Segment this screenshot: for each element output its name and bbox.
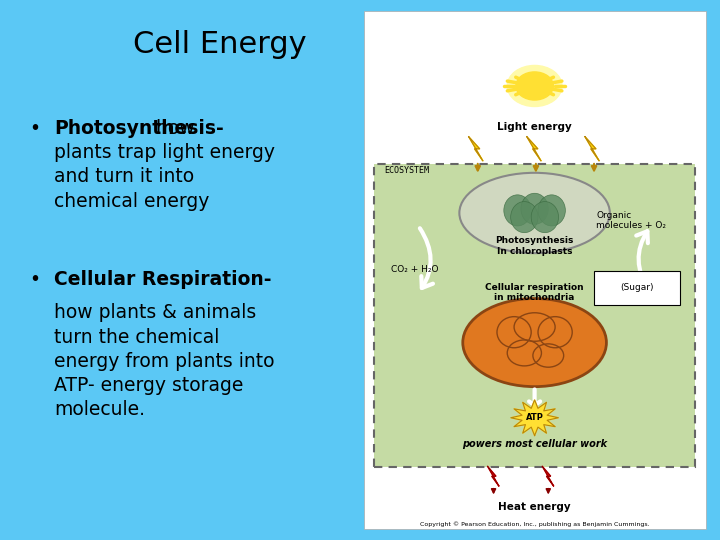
Text: ATP: ATP: [526, 413, 544, 422]
FancyBboxPatch shape: [364, 11, 706, 529]
Polygon shape: [527, 137, 541, 161]
Ellipse shape: [463, 299, 606, 387]
Text: Copyright © Pearson Education, Inc., publishing as Benjamin Cummings.: Copyright © Pearson Education, Inc., pub…: [420, 521, 649, 527]
Text: Photosynthesis
In chloroplasts: Photosynthesis In chloroplasts: [495, 237, 574, 256]
Text: CO₂ + H₂O: CO₂ + H₂O: [391, 266, 438, 274]
FancyBboxPatch shape: [374, 164, 696, 467]
FancyBboxPatch shape: [594, 272, 680, 305]
Polygon shape: [585, 137, 599, 161]
Ellipse shape: [510, 201, 538, 233]
Polygon shape: [469, 137, 483, 161]
Polygon shape: [542, 466, 554, 487]
Text: how
plants trap light energy
and turn it into
chemical energy: how plants trap light energy and turn it…: [54, 119, 275, 211]
Ellipse shape: [459, 173, 610, 253]
Ellipse shape: [504, 195, 531, 226]
FancyArrowPatch shape: [636, 231, 649, 291]
Circle shape: [507, 65, 562, 106]
Circle shape: [516, 72, 553, 100]
Polygon shape: [487, 466, 499, 487]
Text: ECOSYSTEM: ECOSYSTEM: [384, 166, 429, 175]
Text: Organic
molecules + O₂: Organic molecules + O₂: [596, 211, 666, 231]
Ellipse shape: [538, 195, 565, 226]
Text: how plants & animals
turn the chemical
energy from plants into
ATP- energy stora: how plants & animals turn the chemical e…: [54, 303, 274, 420]
Text: Cell Energy: Cell Energy: [133, 30, 307, 59]
Text: Cellular respiration
in mitochondria: Cellular respiration in mitochondria: [485, 283, 584, 302]
Ellipse shape: [521, 193, 548, 225]
FancyArrowPatch shape: [420, 228, 433, 288]
Text: Heat energy: Heat energy: [498, 502, 571, 512]
Text: •: •: [29, 270, 40, 289]
Text: •: •: [29, 119, 40, 138]
Text: (Sugar): (Sugar): [621, 283, 654, 292]
Ellipse shape: [531, 201, 559, 233]
Text: Photosynthesis-: Photosynthesis-: [54, 119, 224, 138]
Text: Cellular Respiration-: Cellular Respiration-: [54, 270, 271, 289]
Text: Light energy: Light energy: [498, 123, 572, 132]
Text: powers most cellular work: powers most cellular work: [462, 438, 607, 449]
Polygon shape: [510, 400, 559, 436]
